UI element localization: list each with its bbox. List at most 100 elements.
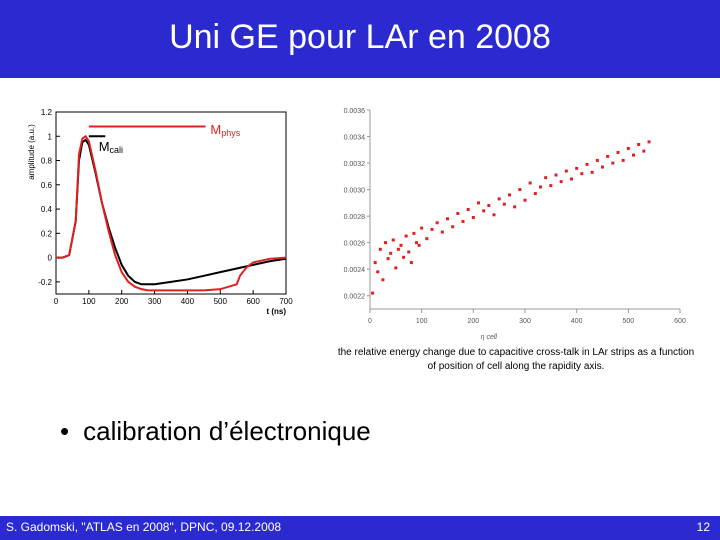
footer-credit: S. Gadomski, "ATLAS en 2008", DPNC, 09.1…: [6, 520, 282, 534]
scatter-point: [513, 205, 517, 209]
scatter-point: [487, 204, 491, 208]
mphys-label: Mphys: [210, 122, 240, 138]
y-tick-label: 0: [48, 254, 53, 263]
scatter-point: [564, 169, 568, 173]
scatter-point: [611, 161, 615, 165]
scatter-point: [585, 162, 589, 166]
scatter-point: [412, 231, 416, 235]
scatter-point: [606, 154, 610, 158]
scatter-point: [430, 227, 434, 231]
y-tick-label: 0.0022: [344, 294, 366, 301]
scatter-point: [575, 166, 579, 170]
scatter-point: [549, 184, 553, 188]
x-tick-label: 300: [519, 318, 531, 325]
x-tick-label: 400: [181, 297, 195, 306]
scatter-point: [502, 202, 506, 206]
scatter-point: [461, 219, 465, 223]
scatter-point: [415, 241, 418, 245]
scatter-point: [518, 188, 522, 192]
page-number: 12: [696, 520, 710, 534]
scatter-point: [580, 172, 584, 176]
scatter-point: [642, 149, 646, 153]
series-line-1: [56, 134, 287, 292]
scatter-point: [399, 243, 403, 247]
bullet-dot-icon: •: [60, 416, 70, 446]
scatter-point: [404, 234, 408, 238]
bullet-item: • calibration d’électronique: [60, 416, 371, 447]
x-tick-label: 400: [571, 318, 583, 325]
scatter-point: [508, 193, 511, 197]
scatter-point: [632, 153, 635, 157]
x-tick-label: 600: [674, 318, 686, 325]
y-tick-label: 0.2: [41, 229, 53, 238]
x-tick-label: 600: [246, 297, 260, 306]
bullet-text: calibration d’électronique: [83, 416, 371, 446]
scatter-point: [384, 241, 387, 245]
scatter-point: [394, 266, 398, 270]
scatter-point: [417, 243, 421, 247]
y-tick-label: 0.0032: [344, 161, 366, 168]
y-tick-label: 0.6: [41, 181, 53, 190]
scatter-point: [544, 176, 548, 180]
scatter-point: [378, 247, 382, 251]
y-tick-label: 0.0030: [344, 188, 366, 195]
y-axis-label: amplitude (a.u.): [27, 124, 36, 180]
x-axis-label: t (ns): [266, 307, 286, 316]
x-axis-label: η cell: [481, 334, 498, 341]
scatter-point: [386, 257, 390, 261]
scatter-point: [492, 213, 496, 217]
scatter-point: [497, 197, 501, 201]
x-tick-label: 500: [622, 318, 634, 325]
scatter-point: [477, 201, 480, 205]
scatter-point: [402, 255, 406, 259]
x-tick-label: 700: [279, 297, 293, 306]
scatter-point: [396, 247, 400, 251]
x-tick-label: 100: [416, 318, 428, 325]
scatter-point: [637, 142, 641, 146]
scatter-point: [420, 226, 424, 230]
plot-frame: [55, 111, 287, 295]
scatter-point: [482, 209, 486, 213]
scatter-point: [373, 261, 377, 265]
scatter-point: [376, 270, 380, 274]
scatter-point: [539, 185, 542, 189]
y-tick-label: 0.0034: [344, 135, 366, 142]
mcali-label: Mcali: [99, 139, 123, 155]
y-tick-label: 0.8: [41, 157, 53, 166]
y-tick-label: 0.0024: [344, 267, 366, 274]
scatter-point: [466, 208, 470, 211]
x-tick-label: 300: [148, 297, 162, 306]
scatter-point: [381, 278, 385, 282]
x-tick-label: 200: [467, 318, 479, 325]
scatter-point: [626, 146, 630, 150]
footer-bar: S. Gadomski, "ATLAS en 2008", DPNC, 09.1…: [0, 516, 720, 540]
scatter-point: [647, 140, 651, 144]
scatter-point: [621, 158, 625, 162]
y-tick-label: 0.4: [41, 205, 53, 214]
title-bar: [0, 0, 720, 78]
scatter-point: [570, 177, 573, 181]
x-tick-label: 100: [82, 297, 96, 306]
y-tick-label: 0.0026: [344, 241, 366, 248]
scatter-point: [435, 221, 439, 225]
y-tick-label: 0.0036: [344, 108, 366, 115]
scatter-point: [616, 150, 620, 154]
scatter-point: [409, 261, 413, 265]
scatter-point: [595, 158, 599, 162]
scatter-point: [554, 173, 558, 177]
scatter-point: [601, 165, 604, 169]
scatter-point: [371, 291, 375, 295]
slide-title: Uni GE pour LAr en 2008: [169, 18, 551, 56]
y-tick-label: 1.2: [41, 108, 53, 117]
scatter-point: [391, 238, 395, 242]
x-tick-label: 500: [214, 297, 228, 306]
scatter-point: [590, 170, 594, 174]
scatter-point: [456, 211, 460, 215]
scatter-point: [533, 192, 537, 196]
crosstalk-scatter-chart: 0 100 200 300 400 500 600 0.0022 0.0024 0.0026 0.0…: [344, 108, 686, 341]
scatter-point: [528, 181, 532, 185]
scatter-point: [389, 251, 393, 255]
scatter-point: [559, 180, 563, 184]
y-tick-label: 0.0028: [344, 214, 366, 221]
x-tick-label: 0: [54, 297, 59, 306]
